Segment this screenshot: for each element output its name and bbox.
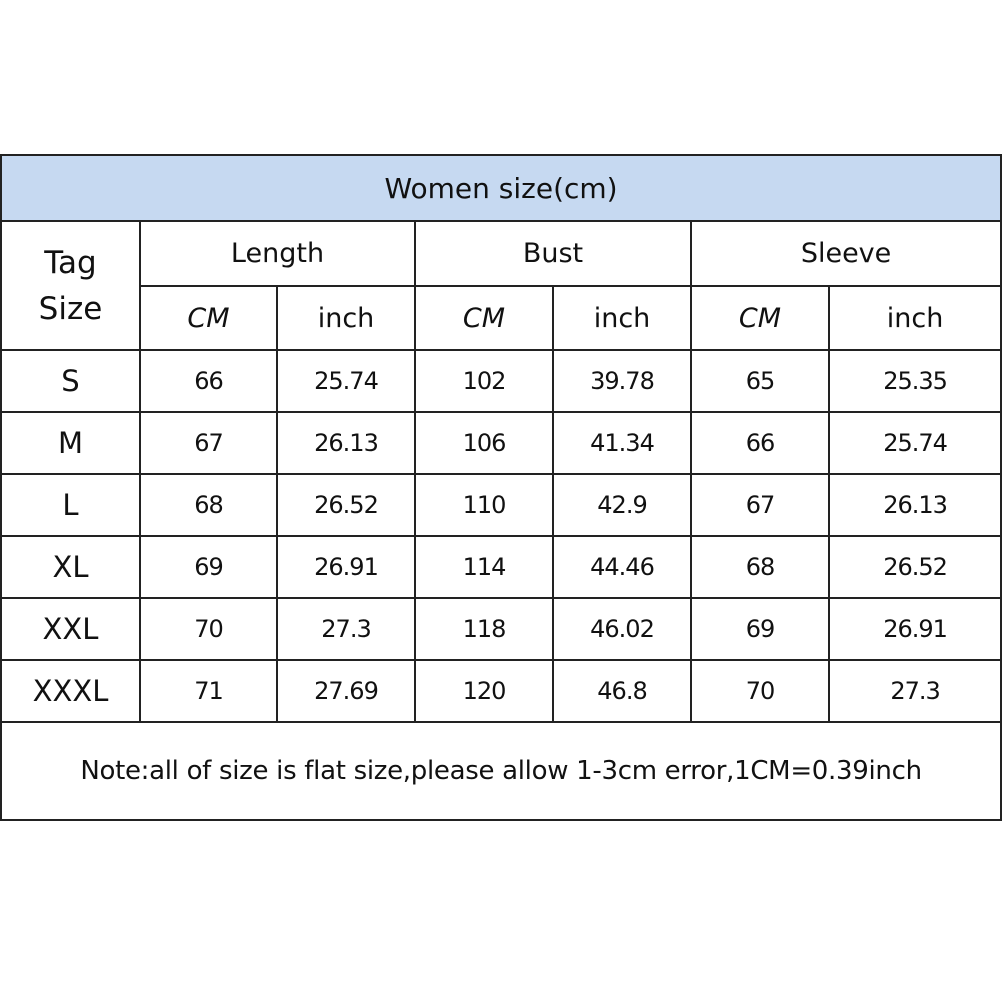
table-row: XXXL 71 27.69 120 46.8 70 27.3 bbox=[0, 659, 1002, 723]
tag-label: Tag bbox=[44, 244, 97, 281]
value-cell: 25.74 bbox=[276, 349, 416, 413]
value-cell: 27.3 bbox=[276, 597, 416, 661]
note-text: Note:all of size is flat size,please all… bbox=[0, 721, 1002, 821]
table-row: XL 69 26.91 114 44.46 68 26.52 bbox=[0, 535, 1002, 599]
size-cell: XL bbox=[0, 535, 141, 599]
value-cell: 26.52 bbox=[827, 535, 1002, 599]
value-cell: 67 bbox=[690, 473, 830, 537]
tag-size-header: Tag Size bbox=[0, 220, 141, 351]
value-cell: 70 bbox=[690, 659, 830, 723]
size-cell: XXL bbox=[0, 597, 141, 661]
unit-header: CM bbox=[690, 285, 830, 351]
value-cell: 66 bbox=[139, 349, 278, 413]
group-header-bust: Bust bbox=[414, 220, 692, 287]
value-cell: 27.3 bbox=[827, 659, 1002, 723]
value-cell: 110 bbox=[414, 473, 554, 537]
size-chart-table: Women size(cm) Tag Size Length Bust Slee… bbox=[0, 154, 1002, 821]
size-label: Size bbox=[38, 290, 103, 327]
table-row: XXL 70 27.3 118 46.02 69 26.91 bbox=[0, 597, 1002, 661]
value-cell: 102 bbox=[414, 349, 554, 413]
value-cell: 44.46 bbox=[552, 535, 692, 599]
value-cell: 26.13 bbox=[827, 473, 1002, 537]
value-cell: 68 bbox=[690, 535, 830, 599]
value-cell: 71 bbox=[139, 659, 278, 723]
group-header-length: Length bbox=[139, 220, 416, 287]
value-cell: 26.91 bbox=[276, 535, 416, 599]
value-cell: 69 bbox=[690, 597, 830, 661]
value-cell: 39.78 bbox=[552, 349, 692, 413]
table-row: M 67 26.13 106 41.34 66 25.74 bbox=[0, 411, 1002, 475]
value-cell: 26.52 bbox=[276, 473, 416, 537]
value-cell: 27.69 bbox=[276, 659, 416, 723]
value-cell: 106 bbox=[414, 411, 554, 475]
value-cell: 25.74 bbox=[827, 411, 1002, 475]
table-row: L 68 26.52 110 42.9 67 26.13 bbox=[0, 473, 1002, 537]
value-cell: 67 bbox=[139, 411, 278, 475]
value-cell: 118 bbox=[414, 597, 554, 661]
value-cell: 65 bbox=[690, 349, 830, 413]
unit-header: CM bbox=[139, 285, 278, 351]
table-row: S 66 25.74 102 39.78 65 25.35 bbox=[0, 349, 1002, 413]
value-cell: 25.35 bbox=[827, 349, 1002, 413]
value-cell: 69 bbox=[139, 535, 278, 599]
value-cell: 46.8 bbox=[552, 659, 692, 723]
unit-header: inch bbox=[827, 285, 1002, 351]
value-cell: 26.91 bbox=[827, 597, 1002, 661]
size-cell: L bbox=[0, 473, 141, 537]
table-title: Women size(cm) bbox=[0, 154, 1002, 222]
unit-header: inch bbox=[276, 285, 416, 351]
value-cell: 68 bbox=[139, 473, 278, 537]
unit-header: inch bbox=[552, 285, 692, 351]
value-cell: 66 bbox=[690, 411, 830, 475]
value-cell: 120 bbox=[414, 659, 554, 723]
size-cell: S bbox=[0, 349, 141, 413]
value-cell: 41.34 bbox=[552, 411, 692, 475]
value-cell: 42.9 bbox=[552, 473, 692, 537]
size-cell: M bbox=[0, 411, 141, 475]
value-cell: 70 bbox=[139, 597, 278, 661]
size-cell: XXXL bbox=[0, 659, 141, 723]
value-cell: 46.02 bbox=[552, 597, 692, 661]
value-cell: 26.13 bbox=[276, 411, 416, 475]
unit-header: CM bbox=[414, 285, 554, 351]
value-cell: 114 bbox=[414, 535, 554, 599]
group-header-sleeve: Sleeve bbox=[689, 220, 1002, 287]
